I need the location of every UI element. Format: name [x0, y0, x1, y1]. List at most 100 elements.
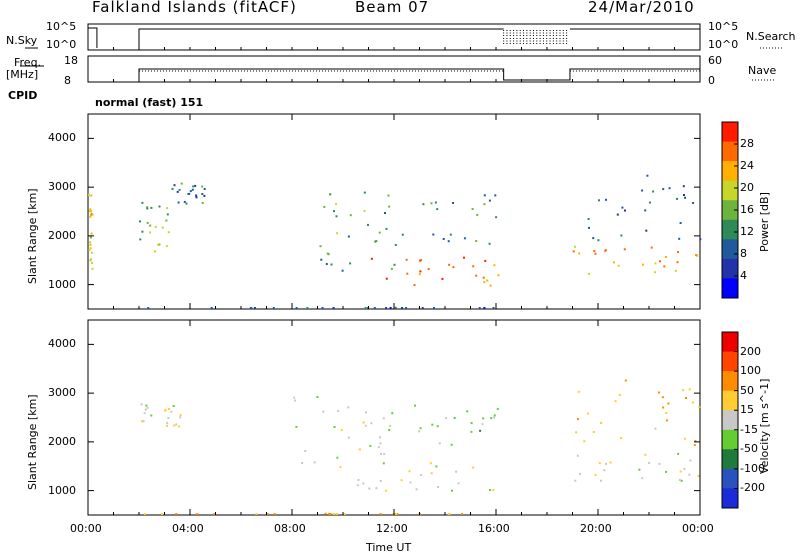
- data-cell: [357, 479, 360, 481]
- data-cell: [597, 239, 600, 242]
- data-cell: [369, 444, 372, 447]
- power-colorbar: [721, 121, 739, 299]
- data-cell: [349, 214, 352, 217]
- data-cell: [322, 410, 325, 413]
- data-cell: [336, 456, 339, 459]
- data-cell: [594, 252, 597, 255]
- beam-title: Beam 07: [355, 0, 430, 16]
- x-tick-label: 00:00: [70, 522, 102, 535]
- nave-tick-top: 60: [708, 54, 722, 67]
- nsky-trace: [88, 27, 98, 48]
- data-cell: [177, 425, 180, 428]
- data-cell: [493, 264, 496, 267]
- colorbar-tick-label: 50: [740, 383, 754, 397]
- data-cell: [682, 185, 685, 188]
- data-cell: [457, 482, 460, 485]
- nsky-tick-bottom: 10^0: [46, 38, 77, 51]
- data-cell: [194, 184, 197, 187]
- data-cell: [171, 187, 174, 190]
- data-cell: [375, 487, 378, 490]
- data-cell: [682, 389, 685, 392]
- data-cell: [395, 513, 397, 515]
- data-cell: [430, 472, 433, 475]
- data-cell: [144, 513, 146, 515]
- nave-tick-bottom: 0: [708, 74, 715, 87]
- nave-label: Nave: [748, 64, 777, 77]
- data-cell: [659, 260, 661, 263]
- data-cell: [158, 243, 161, 246]
- data-cell: [420, 259, 423, 262]
- data-cell: [393, 263, 396, 266]
- data-cell: [677, 452, 680, 455]
- data-cell: [598, 462, 601, 465]
- data-cell: [146, 207, 149, 210]
- data-cell: [383, 452, 386, 455]
- data-cell: [336, 232, 339, 235]
- data-cell: [362, 421, 365, 424]
- data-cell: [475, 274, 478, 277]
- data-cell: [385, 489, 388, 492]
- data-cell: [203, 194, 206, 197]
- colorbar-tick-label: 15: [740, 403, 754, 417]
- data-cell: [149, 231, 152, 234]
- freq-trace: [138, 68, 700, 81]
- data-cell: [178, 188, 181, 191]
- data-cell: [149, 224, 152, 227]
- data-cell: [295, 307, 298, 309]
- velocity-heatmap: [140, 379, 701, 515]
- data-cell: [436, 208, 439, 211]
- data-cell: [183, 200, 186, 203]
- data-cell: [624, 379, 627, 382]
- colorbar-segment: [722, 141, 738, 162]
- data-cell: [145, 404, 148, 407]
- data-cell: [294, 399, 297, 402]
- colorbar-tick-label: 16: [740, 203, 754, 216]
- colorbar-segment: [722, 122, 738, 143]
- data-cell: [432, 233, 435, 236]
- data-cell: [493, 414, 496, 417]
- data-cell: [389, 307, 392, 309]
- data-cell: [340, 429, 343, 432]
- data-cell: [447, 240, 450, 243]
- data-cell: [144, 408, 147, 411]
- data-cell: [654, 262, 657, 265]
- data-cell: [293, 396, 296, 399]
- colorbar-tick-label: 200: [740, 344, 761, 358]
- data-cell: [141, 420, 144, 423]
- data-cell: [367, 223, 369, 226]
- data-cell: [441, 277, 444, 280]
- data-cell: [213, 513, 216, 515]
- data-cell: [191, 188, 194, 191]
- data-cell: [696, 254, 699, 257]
- y-tick-label: 4000: [48, 131, 76, 145]
- data-cell: [679, 222, 682, 224]
- data-cell: [677, 251, 679, 254]
- data-cell: [154, 225, 157, 228]
- data-cell: [333, 426, 336, 428]
- data-cell: [455, 470, 458, 473]
- y-tick-label: 4000: [48, 337, 76, 351]
- data-cell: [358, 448, 361, 451]
- data-cell: [177, 201, 180, 204]
- data-cell: [390, 267, 393, 270]
- data-cell: [333, 513, 336, 515]
- data-cell: [329, 513, 332, 515]
- data-cell: [574, 479, 577, 482]
- station-title: Falkland Islands (fitACF): [92, 0, 297, 16]
- data-cell: [620, 437, 623, 440]
- data-cell: [330, 263, 333, 266]
- x-tick-label: 20:00: [580, 522, 612, 535]
- nsearch-tick-bottom: 10^0: [708, 38, 739, 51]
- data-cell: [90, 232, 93, 235]
- data-cell: [683, 194, 685, 196]
- data-cell: [418, 430, 421, 433]
- data-cell: [385, 277, 388, 280]
- data-cell: [419, 270, 422, 273]
- data-cell: [139, 220, 141, 223]
- data-cell: [663, 265, 666, 268]
- data-cell: [88, 210, 91, 213]
- data-cell: [483, 281, 486, 284]
- data-cell: [641, 189, 644, 192]
- data-cell: [435, 465, 438, 468]
- data-cell: [492, 307, 495, 309]
